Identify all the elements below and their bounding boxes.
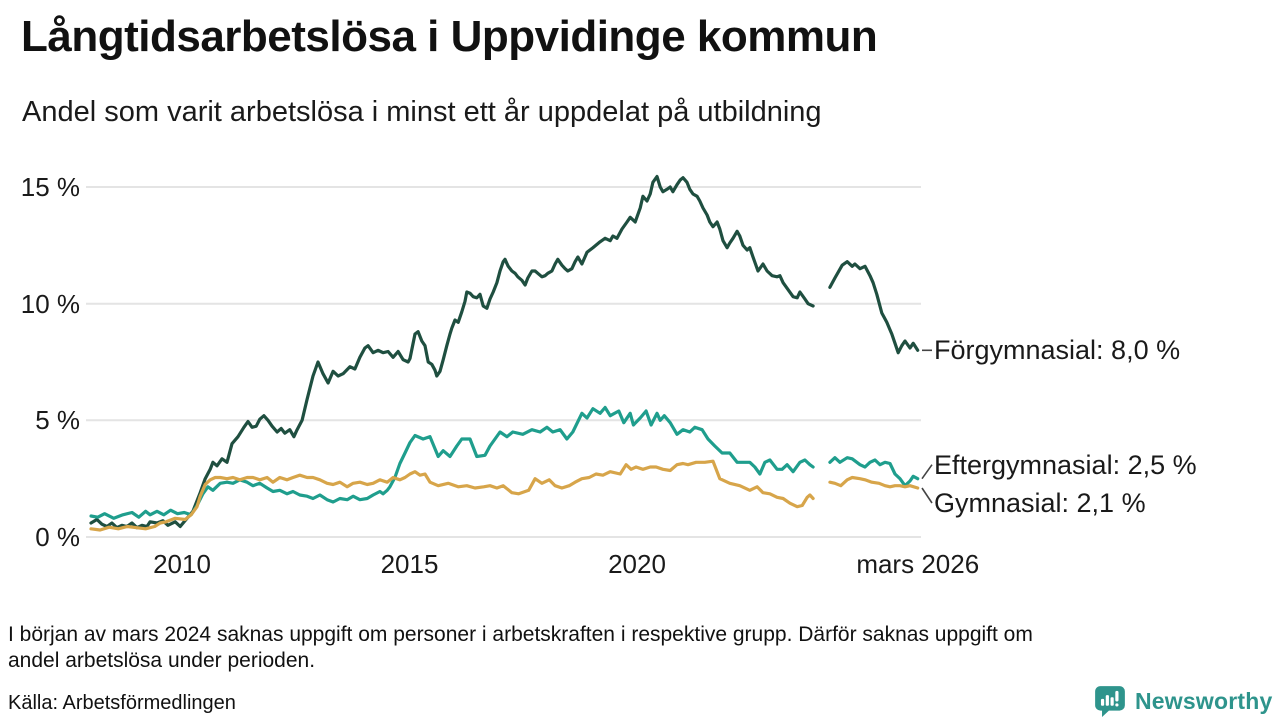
newsworthy-logo: Newsworthy	[1093, 684, 1272, 718]
y-axis-tick-label: 15 %	[20, 172, 80, 202]
chart-subtitle: Andel som varit arbetslösa i minst ett å…	[22, 96, 822, 128]
newsworthy-logo-text: Newsworthy	[1135, 687, 1273, 714]
y-axis-tick-label: 5 %	[35, 405, 80, 436]
series-line-gymnasial	[828, 475, 920, 490]
series-line-eftergymnasial	[89, 405, 815, 520]
annotation-connector	[921, 487, 933, 504]
source-note: Källa: Arbetsförmedlingen	[8, 692, 236, 714]
x-axis-tick-label: 2010	[153, 549, 211, 579]
series-line-gymnasial	[89, 459, 815, 532]
newsworthy-logo-icon	[1095, 686, 1125, 717]
footnote: I början av mars 2024 saknas uppgift om …	[8, 622, 1268, 674]
x-axis-tick-label: 2020	[608, 549, 666, 579]
series-end-label: Förgymnasial: 8,0 %	[934, 335, 1181, 366]
series-end-label: Eftergymnasial: 2,5 %	[934, 449, 1197, 480]
series-line-eftergymnasial	[828, 456, 920, 488]
y-axis-tick-label: 10 %	[20, 288, 80, 319]
plot-area	[86, 174, 933, 538]
footnote-line: andel arbetslösa under perioden.	[8, 649, 316, 672]
chart-title: Långtidsarbetslösa i Uppvidinge kommun	[21, 12, 878, 61]
footnote-line: I början av mars 2024 saknas uppgift om …	[8, 623, 1033, 646]
series-end-label: Gymnasial: 2,1 %	[934, 488, 1146, 518]
annotation-connector	[921, 464, 933, 480]
x-axis-tick-label: 2015	[380, 549, 439, 579]
line-chart: 0 % 5 % 10 % 15 % 2010 2015 2020 mars 2026 För…	[0, 150, 1280, 620]
y-axis-tick-label: 0 %	[35, 522, 80, 552]
series-line-förgymnasial	[828, 260, 920, 355]
series-line-förgymnasial	[89, 174, 815, 530]
x-axis-tick-label: mars 2026	[856, 549, 980, 579]
